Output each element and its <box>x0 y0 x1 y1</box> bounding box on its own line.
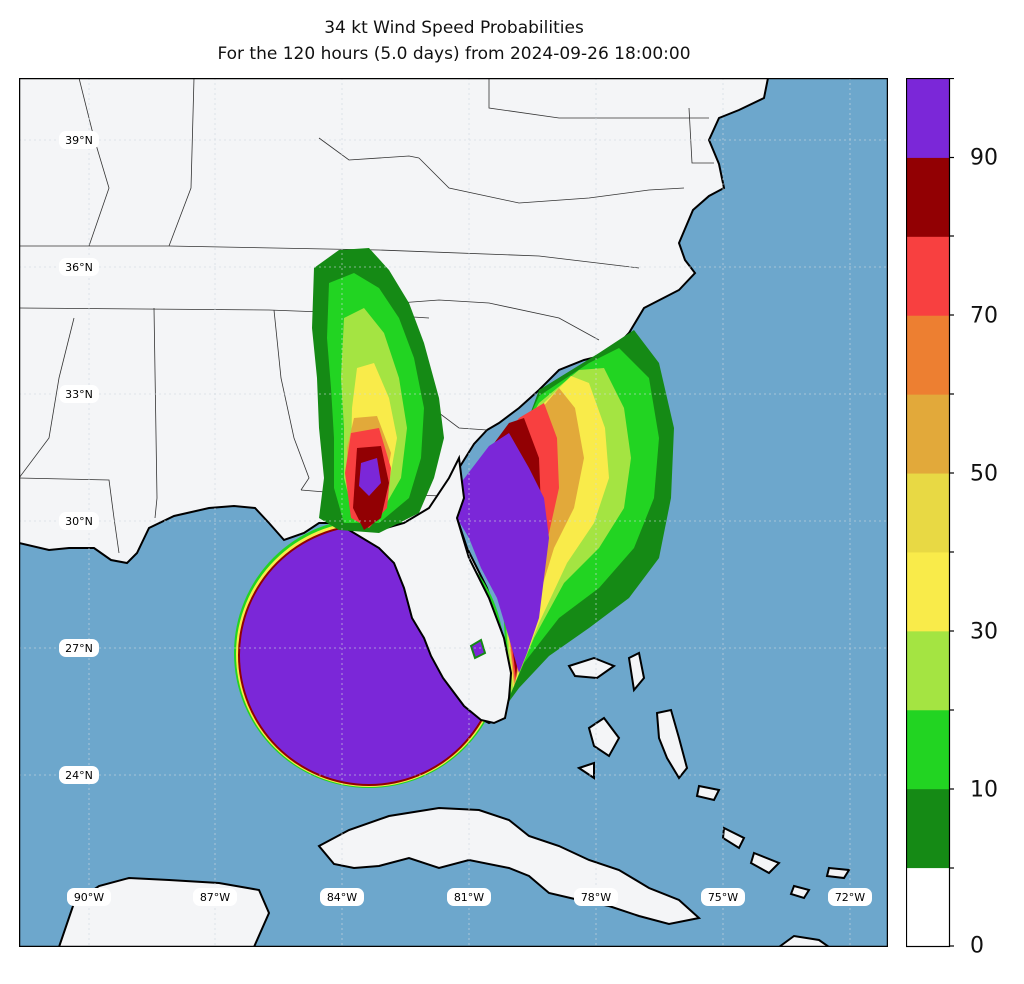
lat-label-33: 33°N <box>65 388 93 401</box>
lat-label-36: 36°N <box>65 261 93 274</box>
colorbar-bin-20-30 <box>906 709 950 790</box>
chart-title: 34 kt Wind Speed Probabilities <box>324 18 584 38</box>
colorbar-bin-10-20 <box>906 788 950 869</box>
colorbar-bin-30-40 <box>906 630 950 711</box>
lon-label-87: 87°W <box>200 891 230 904</box>
map-frame <box>19 78 888 947</box>
lat-label-24: 24°N <box>65 769 93 782</box>
colorbar-bin-50-60 <box>906 473 950 553</box>
prob-100-atlantic <box>457 433 549 673</box>
colorbar-bin-60-70 <box>906 394 950 474</box>
colorbar-tick-50: 50 <box>970 461 998 487</box>
land-hispaniola <box>777 934 831 947</box>
colorbar-tick-10: 10 <box>970 777 998 803</box>
prob-spot-lake <box>469 638 487 660</box>
lon-label-78: 78°W <box>581 891 611 904</box>
bahamas <box>567 651 851 900</box>
chart-subtitle: For the 120 hours (5.0 days) from 2024-0… <box>217 44 691 64</box>
colorbar-tick-90: 90 <box>970 145 998 171</box>
lon-label-75: 75°W <box>708 891 738 904</box>
colorbar-tick-70: 70 <box>970 303 998 329</box>
prob-inland-100 <box>359 458 381 496</box>
lon-labels: 90°W 87°W 84°W 81°W 78°W 75°W 72°W <box>67 888 872 906</box>
lat-label-39: 39°N <box>65 134 93 147</box>
colorbar-tick-30: 30 <box>970 619 998 645</box>
colorbar-bin-90-100 <box>906 157 950 237</box>
lon-label-90: 90°W <box>74 891 104 904</box>
colorbar-tick-0: 0 <box>970 933 984 959</box>
lat-label-30: 30°N <box>65 515 93 528</box>
lon-label-84: 84°W <box>327 891 357 904</box>
colorbar-bin-40-50 <box>906 551 950 632</box>
colorbar <box>906 78 954 948</box>
probability-map: 39°N 36°N 33°N 30°N 27°N 24°N 90°W 87°W … <box>19 78 888 947</box>
lat-labels: 39°N 36°N 33°N 30°N 27°N 24°N <box>59 131 99 784</box>
colorbar-bin-100 <box>906 78 950 158</box>
colorbar-bin-70-80 <box>906 315 950 395</box>
colorbar-bin-80-90 <box>906 236 950 316</box>
lon-label-72: 72°W <box>835 891 865 904</box>
lat-label-27: 27°N <box>65 642 93 655</box>
land-florida-peninsula <box>345 454 513 725</box>
lon-label-81: 81°W <box>454 891 484 904</box>
colorbar-bin-0-10 <box>906 867 950 947</box>
